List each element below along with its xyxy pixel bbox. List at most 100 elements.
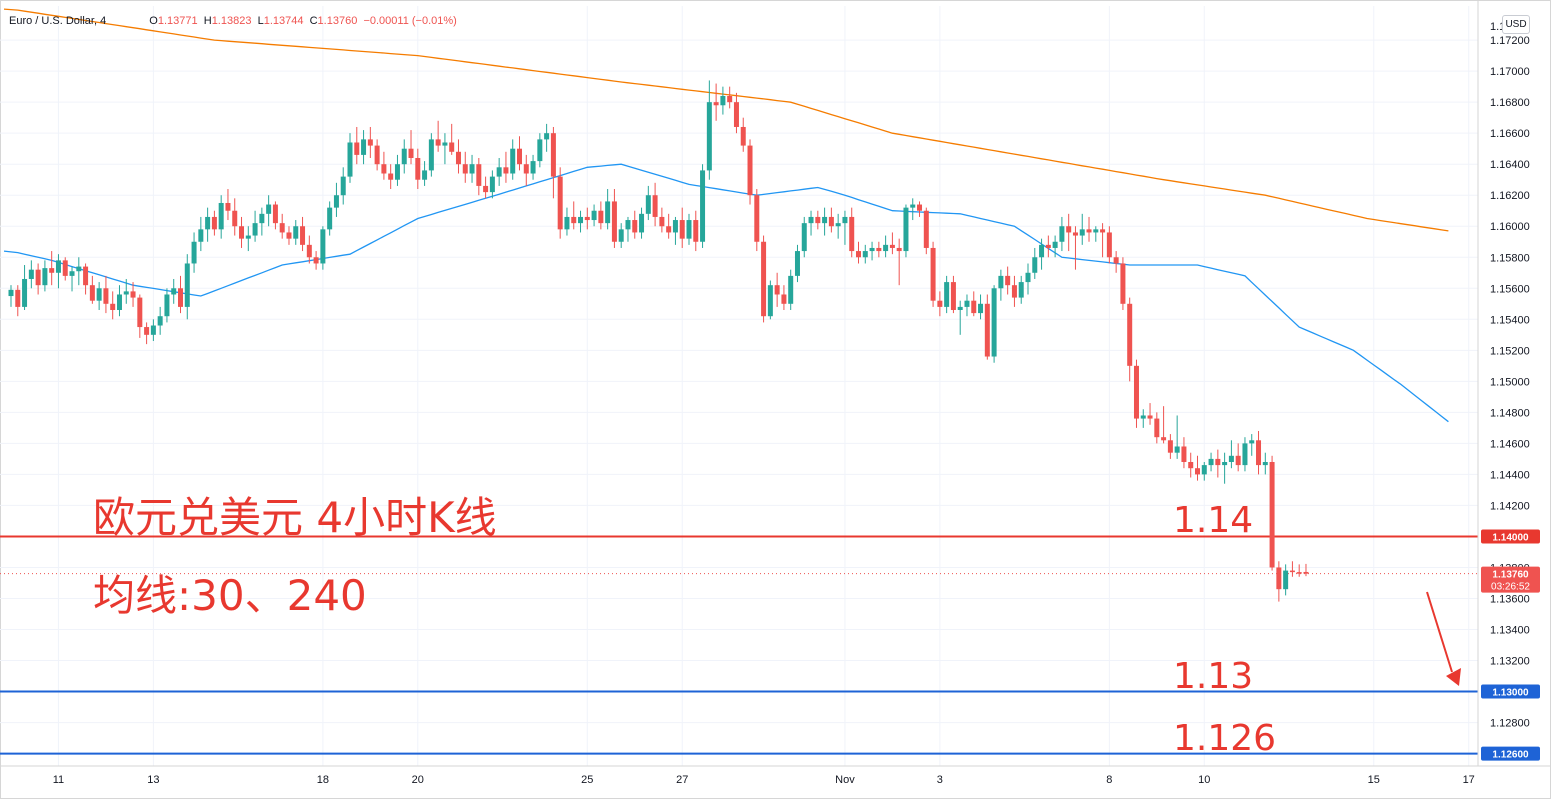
candle: [632, 210, 638, 239]
candle: [896, 238, 902, 286]
candle: [1256, 430, 1262, 475]
candle-body: [333, 195, 339, 208]
candle-body: [550, 133, 556, 177]
candle-body: [862, 251, 868, 258]
candle-body: [1059, 226, 1065, 242]
candle-body: [964, 300, 970, 307]
candles: [8, 80, 1309, 602]
candle-body: [889, 244, 895, 248]
candle: [747, 139, 753, 205]
candle: [754, 189, 760, 252]
candle-body: [347, 142, 353, 177]
candle-body: [910, 204, 916, 208]
price-badge: [1481, 566, 1540, 593]
time-tick-label: 8: [1106, 774, 1112, 786]
candle-body: [1174, 446, 1180, 453]
candle-body: [1249, 440, 1255, 444]
candle: [869, 241, 875, 261]
candle: [218, 195, 224, 239]
candle: [306, 235, 312, 264]
candle-body: [937, 300, 943, 307]
candle: [245, 226, 251, 252]
candle-body: [435, 139, 441, 146]
candle-body: [1011, 285, 1017, 298]
candle-body: [55, 260, 61, 273]
candle: [1296, 564, 1302, 577]
candle-body: [408, 148, 414, 158]
candle-body: [83, 266, 89, 286]
candle: [1059, 216, 1065, 252]
candle: [1039, 238, 1045, 270]
candle: [279, 213, 285, 239]
candle-body: [218, 202, 224, 230]
candle: [489, 170, 495, 199]
candle-body: [700, 170, 706, 242]
candle-body: [340, 176, 346, 196]
candle-body: [1276, 567, 1282, 590]
time-tick-label: 17: [1463, 774, 1475, 786]
candle: [69, 266, 75, 292]
price-tick-label: 1.15000: [1490, 376, 1530, 388]
candle-body: [1269, 462, 1275, 568]
candle: [354, 126, 360, 165]
candle-body: [286, 232, 292, 239]
candle: [666, 213, 672, 239]
candle: [116, 285, 122, 317]
candle-body: [198, 229, 204, 242]
candle: [225, 189, 231, 221]
candle-body: [537, 139, 543, 162]
level-label-1-13: 1.13: [1173, 656, 1254, 697]
candle-body: [1195, 468, 1200, 475]
time-axis[interactable]: 11 13 18 20 25 27 Nov 3 8 10 15 17: [0, 765, 1551, 786]
candle: [1249, 434, 1255, 456]
candle: [96, 282, 102, 310]
candle: [517, 136, 522, 171]
candle-body: [835, 223, 841, 227]
candle-body: [374, 145, 380, 165]
candle-body: [252, 223, 258, 236]
candle: [686, 213, 692, 245]
candle: [435, 120, 441, 152]
ma30-line: [3, 163, 1449, 423]
candle: [937, 291, 943, 317]
candle: [591, 204, 597, 227]
candle-body: [1201, 465, 1207, 475]
candle-body: [1093, 229, 1099, 233]
ohlc-open-value: 1.13771: [157, 15, 198, 27]
candle: [259, 207, 265, 236]
candle-body: [469, 164, 475, 174]
currency-button[interactable]: USD: [1502, 15, 1530, 34]
candle-body: [896, 247, 902, 252]
candle-body: [1127, 303, 1133, 366]
level-label-1-126: 1.126: [1173, 718, 1277, 759]
candle-body: [96, 288, 102, 301]
candle: [910, 198, 916, 221]
time-tick-label: 3: [937, 774, 943, 786]
candle-body: [510, 148, 516, 174]
price-axis[interactable]: 1.17200 1.17000 1.16800 1.16600 1.16400 1.162…: [1477, 0, 1530, 766]
candle-body: [259, 213, 265, 224]
candle-body: [1161, 437, 1167, 441]
candle-body: [1235, 455, 1241, 466]
candle: [83, 263, 89, 295]
price-tick-label: 1.16200: [1490, 190, 1530, 202]
candle-body: [1215, 458, 1221, 466]
candle: [313, 251, 319, 270]
ma240-line: [3, 8, 1449, 232]
candle-body: [869, 247, 875, 252]
candle: [1235, 443, 1241, 472]
candle: [889, 232, 895, 255]
candle-body: [354, 142, 360, 155]
candle-body: [808, 216, 814, 224]
candle: [394, 154, 400, 186]
candle-body: [150, 325, 156, 335]
candle: [123, 278, 129, 304]
candle-body: [781, 294, 787, 304]
candle: [998, 269, 1004, 301]
candle-body: [564, 216, 570, 230]
candle-body: [449, 142, 455, 152]
candle: [401, 139, 407, 174]
candle-body: [1018, 282, 1024, 298]
candle: [801, 216, 807, 258]
